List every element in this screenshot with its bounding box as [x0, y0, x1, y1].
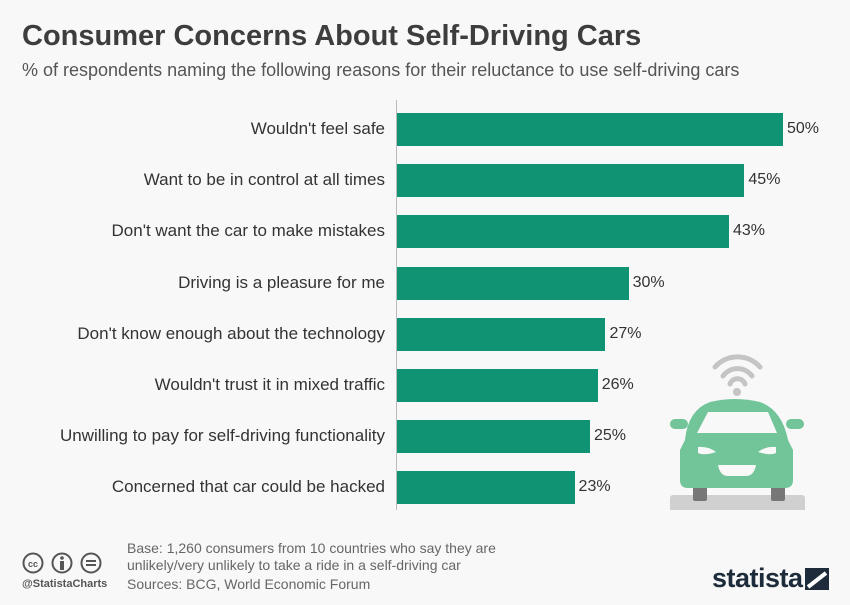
- value-label: 27%: [609, 324, 642, 342]
- svg-text:cc: cc: [28, 559, 38, 569]
- category-label: Concerned that car could be hacked: [111, 477, 385, 497]
- bar: [397, 471, 575, 505]
- category-label: Don't want the car to make mistakes: [111, 221, 385, 241]
- bar: [397, 215, 729, 249]
- bar: [397, 113, 783, 146]
- base-line-1: Base: 1,260 consumers from 10 countries …: [127, 540, 496, 556]
- no-derivatives-icon: [80, 552, 102, 574]
- statista-handle: @StatistaCharts: [22, 578, 108, 590]
- category-label: Wouldn't trust it in mixed traffic: [154, 375, 385, 394]
- wifi-icon: [712, 354, 763, 387]
- category-label: Want to be in control at all times: [143, 170, 385, 190]
- bar: [397, 164, 745, 198]
- chart-title: Consumer Concerns About Self-Driving Car…: [22, 20, 642, 52]
- bar: [397, 266, 629, 300]
- value-label: 26%: [601, 376, 634, 393]
- cc-icon: cc: [22, 552, 44, 574]
- value-label: 50%: [787, 120, 820, 137]
- bar: [397, 317, 606, 351]
- bar: [397, 369, 598, 402]
- base-line-2: unlikely/very unlikely to take a ride in…: [127, 557, 461, 573]
- attribution-icon: [51, 552, 73, 574]
- self-driving-car-icon: [670, 354, 805, 510]
- category-label: Driving is a pleasure for me: [178, 272, 385, 292]
- chart-subtitle: % of respondents naming the following re…: [22, 60, 740, 80]
- y-axis-line: [396, 100, 397, 510]
- value-label: 30%: [632, 273, 665, 291]
- category-label: Wouldn't feel safe: [250, 119, 385, 138]
- base-note: Base: 1,260 consumers from 10 countries …: [127, 540, 496, 574]
- category-label: Unwilling to pay for self-driving functi…: [59, 426, 385, 446]
- sources: Sources: BCG, World Economic Forum: [127, 576, 371, 592]
- bar: [397, 420, 590, 454]
- value-label: 45%: [748, 171, 781, 189]
- statista-logo: statista: [712, 563, 803, 593]
- value-label: 23%: [578, 478, 611, 496]
- value-label: 25%: [594, 427, 627, 445]
- value-label: 43%: [732, 222, 765, 240]
- statista-logo-icon: [805, 568, 829, 590]
- category-label: Don't know enough about the technology: [77, 323, 385, 343]
